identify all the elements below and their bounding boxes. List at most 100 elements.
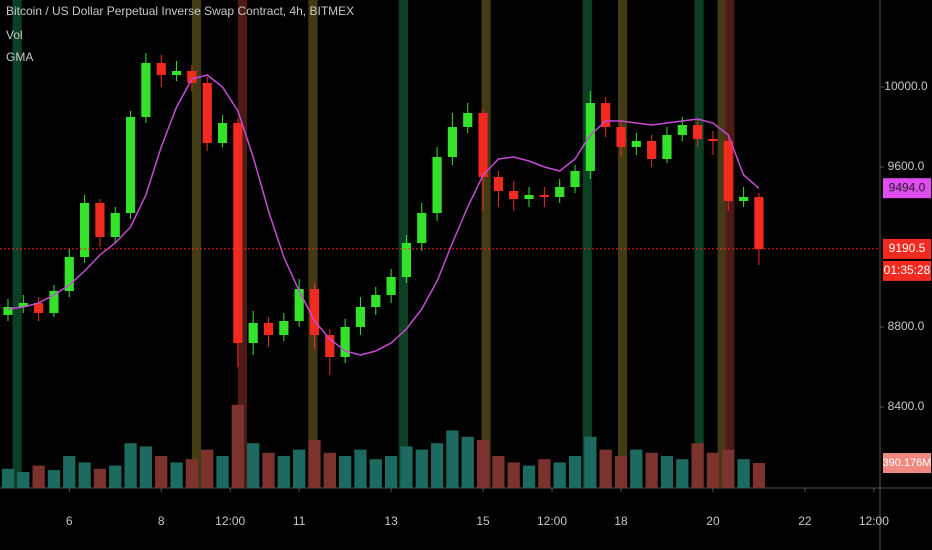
y-tick-label: 8800.0 [888,319,925,333]
candle-body [677,125,687,135]
x-tick-label: 12:00 [859,514,889,528]
volume-bar [63,456,76,488]
candle-body [141,63,151,117]
volume-bar [170,462,183,488]
signal-band [725,0,735,488]
candle-body [279,321,289,335]
candle-body [294,289,304,321]
volume-bar [538,459,551,488]
candle-body [570,171,580,187]
gma-tag-label: 9494.0 [889,180,926,194]
candle-body [34,303,44,313]
volume-bar [109,465,122,488]
indicator-label: GMA [6,50,33,64]
volume-bar [522,465,536,488]
signal-band [617,0,628,488]
signal-band [191,0,202,488]
candle-body [233,123,243,343]
volume-bar [201,449,214,488]
candle-body [309,289,320,335]
candle-body [171,71,182,75]
signal-band [717,0,727,488]
gma-line [7,74,760,356]
candle-body [723,141,733,201]
candle-body [417,213,427,243]
volume-bar [660,456,674,488]
candle-body [463,113,473,127]
volume-bar [155,456,168,488]
volume-bar [400,446,413,488]
candle-body [95,203,105,237]
candle-body [509,191,519,199]
candle-body [371,295,381,307]
volume-tag [883,453,931,474]
volume-bar [752,463,766,488]
volume-bar [446,430,459,488]
candle-body [539,195,549,197]
x-tick-label: 13 [384,514,398,528]
candle-body [325,335,335,357]
x-tick-label: 20 [706,514,720,528]
signal-band [694,0,704,488]
volume-bar [676,459,689,488]
volume-bar [476,440,490,488]
candle-body [493,177,503,191]
candle-body [432,157,442,213]
candle-body [662,135,672,159]
x-tick-label: 8 [158,514,165,528]
volume-bar [430,443,444,488]
candle-body [187,71,197,83]
gma-tag [883,178,931,199]
volume-tag-label: 390.176M [883,457,932,469]
volume-bar [691,443,704,488]
volume-bar [185,459,199,488]
candle-body [631,141,641,147]
volume-bar [354,449,367,488]
price-tag [883,238,931,259]
volume-bar [630,449,643,488]
y-tick-label: 8400.0 [888,399,925,413]
candle-body [401,243,412,277]
volume-bar [93,468,107,488]
volume-bar [384,456,398,488]
volume-bar [277,456,290,488]
signal-band [481,0,491,488]
chart-title: Bitcoin / US Dollar Perpetual Inverse Sw… [6,4,354,18]
volume-bar [568,456,582,488]
candle-body [18,303,28,307]
signal-band [308,0,318,488]
candle-body [110,213,120,237]
x-tick-label: 15 [476,514,490,528]
x-tick-label: 6 [66,514,73,528]
signal-band [582,0,592,488]
candle-body [601,103,611,127]
volume-bar [47,470,61,488]
candle-body [125,117,136,213]
volume-bar [216,456,229,488]
volume-bar [1,468,15,488]
candle-body [355,307,366,327]
volume-bar [614,456,628,488]
volume-bar [262,452,275,488]
candle-body [386,277,396,295]
volume-bar [722,449,735,488]
candle-body [49,291,59,313]
volume-bar [339,456,352,488]
volume-bar [461,436,474,488]
candle-body [754,197,764,249]
volume-bar [706,452,720,488]
candle-body [202,83,212,143]
volume-bar [553,462,566,488]
volume-bar [645,452,658,488]
x-tick-label: 18 [614,514,628,528]
volume-bar [247,443,260,488]
countdown-tag [883,260,931,281]
volume-bar [78,462,91,488]
volume-bar [32,465,45,488]
volume-bar [507,462,520,488]
candle-body [340,327,350,357]
volume-bar [492,456,505,488]
candle-body [616,127,626,147]
x-tick-label: 22 [798,514,812,528]
indicator-label: Vol [6,28,23,42]
